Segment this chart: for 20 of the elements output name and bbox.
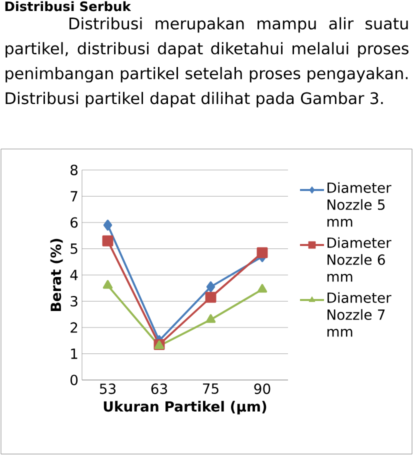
y-tick-label: 0 [70,374,78,386]
legend-label: Diameter Nozzle 5 mm [327,182,392,227]
y-tick-label: 5 [70,244,78,254]
x-tick-label: 75 [203,384,218,394]
y-tick-label: 2 [70,322,78,333]
y-tick-label: 1 [71,348,78,359]
chart-title: Distribusi Serbuk [5,1,132,12]
x-tick-label: 90 [254,384,270,394]
y-tick-label: 4 [70,270,78,280]
legend-label: Diameter Nozzle 6 mm [327,237,392,282]
y-axis-title: Berat (%) [50,238,63,312]
legend-label: Diameter Nozzle 7 mm [327,292,392,337]
x-tick-label: 53 [100,384,116,394]
y-tick-label: 3 [70,296,78,307]
y-tick-label: 8 [70,164,78,176]
x-tick-label: 63 [151,384,168,394]
x-axis-title: Ukuran Partikel (µm) [104,400,266,414]
text: Distribusi merupakan mampu alir suatu partikel, distribusi dapat diketahui melalui proses penimbangan partikel setelah proses pengayakan. Distribusi partikel dapat dilihat pada Gambar 3. [6,17,408,108]
y-tick-label: 7 [70,191,78,202]
y-tick-label: 6 [70,217,78,228]
